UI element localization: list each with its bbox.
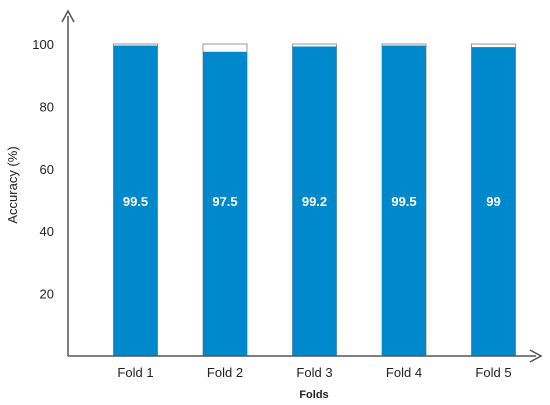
bar-data-label: 99.5 [391, 194, 416, 209]
bars-layer [113, 43, 516, 357]
x-category-label: Fold 5 [475, 365, 511, 380]
bar [203, 51, 247, 357]
y-axis-arrow [61, 9, 75, 23]
y-tick-label: 80 [40, 99, 54, 114]
bar [382, 45, 426, 357]
y-axis-title: Accuracy (%) [5, 146, 20, 223]
bar [471, 47, 516, 357]
y-tick-label: 20 [40, 287, 54, 302]
x-category-label: Fold 3 [296, 365, 332, 380]
bar-data-label: 97.5 [212, 194, 237, 209]
y-tick-label: 40 [40, 224, 54, 239]
x-categories-layer: Fold 1 Fold 2 Fold 3 Fold 4 Fold 5 [117, 365, 511, 380]
x-category-label: Fold 2 [207, 365, 243, 380]
bar [292, 46, 337, 356]
x-category-label: Fold 4 [386, 365, 422, 380]
data-labels-layer: 99.5 97.5 99.2 99.5 99 [123, 194, 501, 209]
bar [113, 45, 158, 357]
x-axis-arrow [529, 349, 543, 363]
y-tick-label: 60 [40, 162, 54, 177]
y-ticks-layer: 20 40 60 80 100 [32, 37, 54, 302]
bar-data-label: 99.5 [123, 194, 148, 209]
bar-data-label: 99.2 [302, 194, 327, 209]
x-axis-title: Folds [299, 389, 328, 401]
y-tick-label: 100 [32, 37, 54, 52]
bar-data-label: 99 [486, 194, 500, 209]
x-category-label: Fold 1 [117, 365, 153, 380]
